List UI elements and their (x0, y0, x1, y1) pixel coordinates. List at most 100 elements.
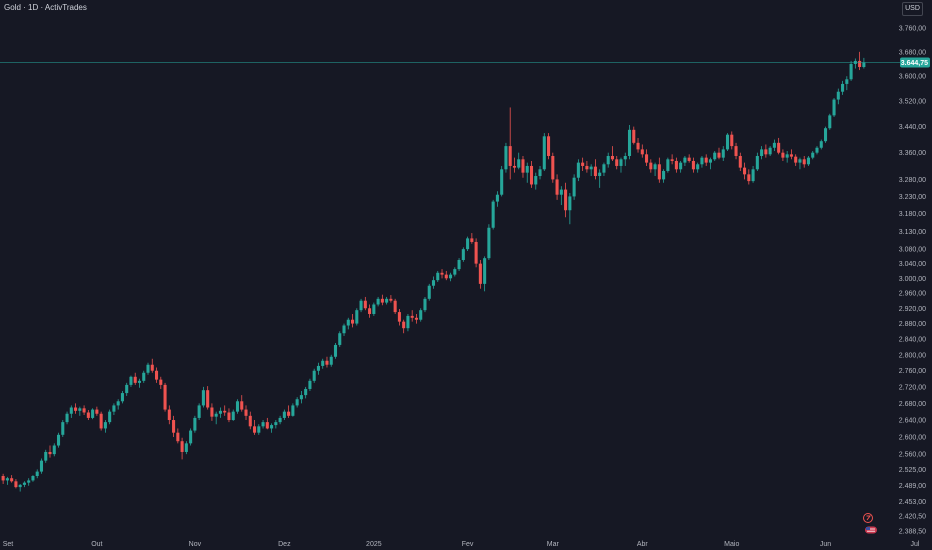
candle (210, 403, 214, 421)
us-flag-icon[interactable] (865, 526, 877, 534)
price-axis[interactable]: 2.388,50 2.420,50 2.453,00 2.489,00 2.525,00… (899, 26, 926, 536)
candle-body (640, 149, 644, 155)
candle (747, 169, 751, 185)
candle-body (512, 165, 516, 168)
candle (52, 443, 56, 457)
candle (189, 428, 193, 446)
candle (725, 133, 730, 152)
candle (44, 449, 48, 463)
candle-body (572, 177, 576, 197)
symbol-title[interactable]: Gold · 1D · ActivTrades (4, 3, 87, 12)
candle (27, 478, 31, 486)
candle-body (798, 159, 802, 163)
y-tick-label: 2.560,00 (899, 452, 926, 459)
candle-body (832, 99, 836, 116)
candle (862, 57, 866, 69)
candle (1, 473, 5, 484)
candle-body (743, 167, 747, 175)
candle (785, 151, 789, 163)
candle-body (359, 300, 363, 311)
candle-body (785, 154, 789, 158)
candle-body (559, 189, 563, 195)
candle (478, 259, 482, 289)
candle (815, 146, 819, 155)
candle (606, 152, 610, 168)
y-tick-label: 2.680,00 (899, 401, 926, 408)
candle-body (581, 162, 585, 166)
currency-button[interactable]: USD (902, 2, 923, 16)
candle-body (189, 430, 193, 444)
candle-body (568, 196, 572, 211)
candle-body (52, 445, 56, 455)
candle-body (721, 149, 725, 158)
candle-body (103, 422, 107, 429)
candle-body (342, 325, 346, 334)
candle (227, 408, 231, 423)
candle-body (282, 411, 286, 418)
candle (645, 149, 649, 166)
candle (674, 157, 678, 173)
y-tick-label: 2.720,00 (899, 384, 926, 391)
candle-body (449, 274, 453, 279)
candle-body (393, 300, 397, 313)
last-price-badge-bg (900, 57, 930, 68)
candle-body (470, 238, 474, 242)
candle-body (666, 159, 670, 171)
candle (359, 298, 363, 313)
candle (5, 476, 9, 485)
candle (679, 160, 683, 173)
x-tick-label: Nov (189, 541, 202, 548)
candle (270, 423, 274, 433)
candle (274, 420, 278, 429)
candle (683, 155, 687, 166)
candle (555, 174, 559, 200)
candle (436, 270, 440, 283)
candle (197, 403, 201, 421)
candle-body (508, 146, 512, 166)
candle (444, 270, 448, 281)
time-axis[interactable]: SetOutNovDez2025FevMarAbrMaioJunJulAgoSe… (3, 541, 932, 548)
candle (777, 137, 781, 155)
candle (108, 409, 112, 425)
candle-body (734, 146, 738, 156)
candle (495, 191, 499, 207)
candle (253, 420, 257, 435)
candle-body (525, 165, 529, 173)
candle (338, 331, 342, 347)
candle-body (22, 482, 26, 485)
candle-body (116, 401, 120, 406)
candle-body (781, 152, 785, 158)
candle-body (500, 169, 504, 195)
candle-body (406, 315, 410, 329)
candle (849, 60, 853, 81)
candle-body (295, 399, 299, 406)
settings-icon[interactable] (863, 513, 873, 523)
candle-body (606, 155, 610, 165)
candle (521, 155, 525, 178)
candle-body (385, 298, 389, 303)
candle (636, 137, 640, 153)
candle (231, 409, 235, 421)
candle-body (555, 179, 559, 195)
candle-body (129, 376, 133, 385)
candle-body (427, 285, 431, 299)
candle (649, 159, 653, 173)
candle (129, 375, 133, 387)
candle (35, 469, 39, 479)
candle (265, 417, 269, 430)
candle (316, 362, 320, 375)
candle-body (466, 238, 470, 250)
candle (180, 437, 184, 460)
candle (308, 378, 312, 392)
candle (572, 174, 576, 200)
candle (142, 370, 146, 383)
candle-body (333, 344, 338, 357)
candle (691, 157, 695, 173)
candle (589, 164, 593, 177)
candle (508, 107, 512, 180)
y-tick-label: 3.520,00 (899, 99, 926, 106)
candle-body (346, 319, 350, 326)
candle-body (99, 413, 103, 429)
